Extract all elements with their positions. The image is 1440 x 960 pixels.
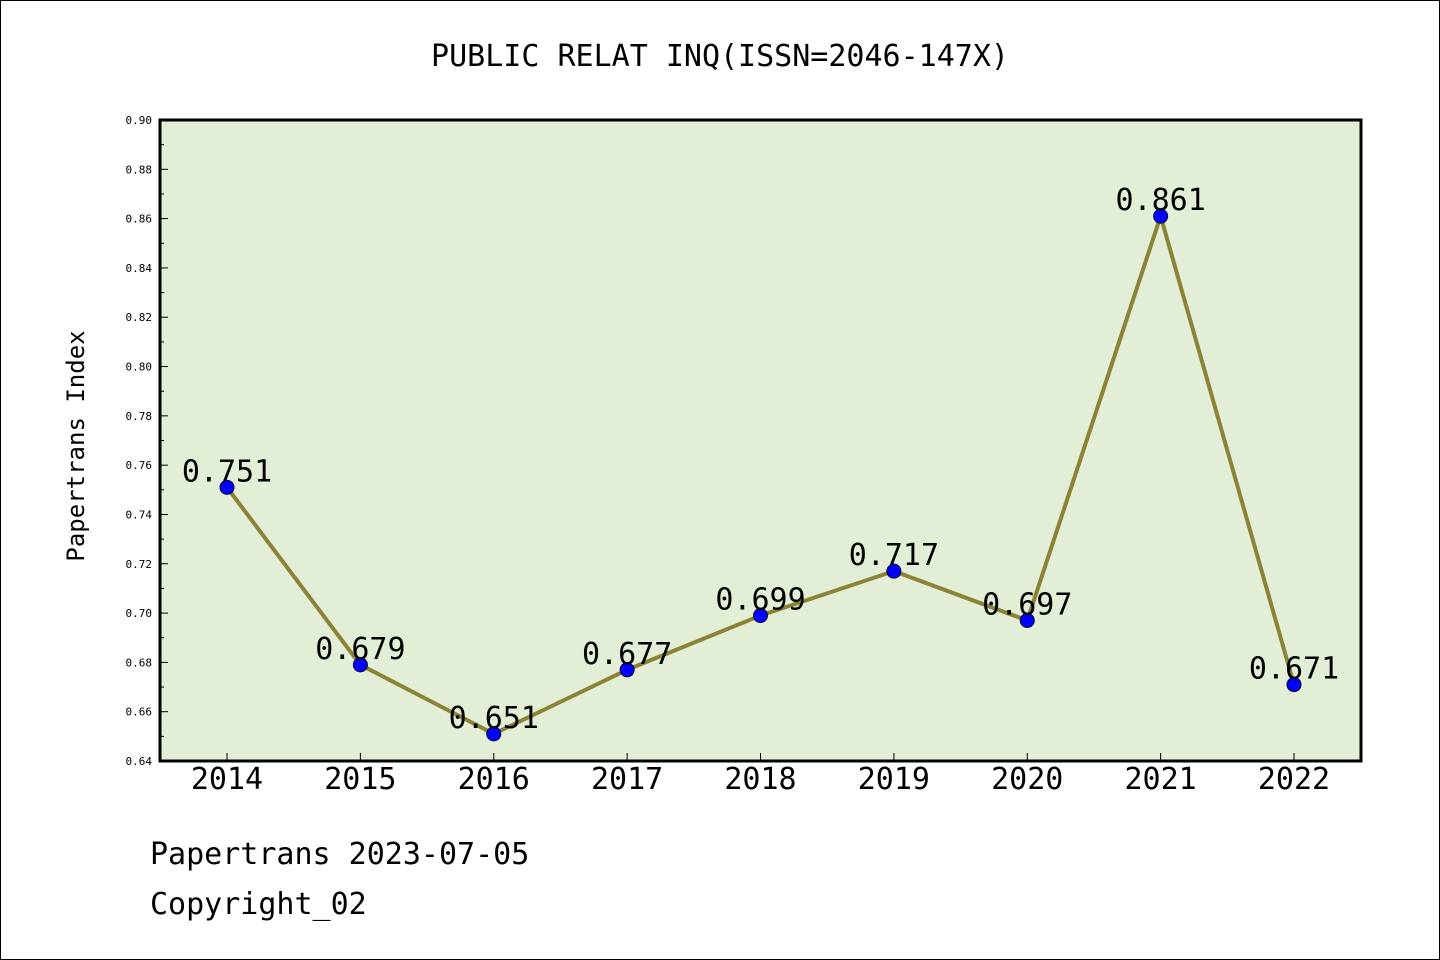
data-point-marker (753, 608, 768, 624)
footer-copyright: Copyright_02 (150, 887, 367, 922)
data-value-label: 0.677 (582, 637, 672, 672)
x-tick-label: 2022 (1258, 762, 1330, 797)
y-axis-label: Papertrans Index (62, 330, 90, 561)
data-value-label: 0.699 (715, 583, 805, 618)
y-tick-label: 0.76 (126, 459, 153, 472)
data-point-marker (886, 563, 902, 579)
data-value-label: 0.751 (182, 454, 272, 489)
y-tick-label: 0.82 (126, 311, 153, 324)
x-tick-label: 2017 (591, 762, 663, 797)
data-value-label: 0.651 (449, 701, 539, 736)
y-tick-label: 0.84 (126, 262, 153, 275)
y-tick-label: 0.78 (126, 410, 153, 423)
x-tick-label: 2014 (191, 762, 263, 797)
series-line (219, 208, 1302, 742)
data-value-label: 0.717 (849, 538, 939, 573)
y-axis: 0.64 0.66 0.68 0.70 0.72 0.74 0.76 0.78 0.80 0.82… (126, 114, 168, 768)
y-tick-label: 0.88 (126, 163, 153, 176)
plot-area (158, 118, 1363, 763)
x-tick-label: 2020 (991, 762, 1063, 797)
x-tick-label: 2019 (858, 762, 930, 797)
y-tick-label: 0.80 (126, 361, 153, 374)
y-tick-label: 0.74 (126, 508, 153, 521)
data-labels: 0.751 0.679 0.651 0.677 0.699 0.717 0.697 0.861… (182, 183, 1339, 736)
x-tick-label: 2015 (324, 762, 396, 797)
chart-title: PUBLIC RELAT INQ(ISSN=2046-147X) (431, 39, 1009, 74)
data-value-label: 0.671 (1249, 652, 1339, 687)
y-tick-label: 0.90 (126, 114, 153, 127)
data-point-marker (619, 662, 635, 678)
x-tick-label: 2016 (458, 762, 530, 797)
data-value-label: 0.697 (982, 587, 1072, 622)
y-tick-label: 0.66 (126, 706, 153, 719)
data-point-marker (486, 726, 502, 742)
y-tick-label: 0.64 (126, 755, 153, 768)
x-tick-label: 2018 (724, 762, 796, 797)
x-axis: 2014 2015 2016 2017 2018 2019 2020 2021 2022 (191, 753, 1330, 797)
y-tick-label: 0.72 (126, 558, 153, 571)
data-value-label: 0.679 (315, 632, 405, 667)
x-tick-label: 2021 (1125, 762, 1197, 797)
data-point-marker (1153, 208, 1169, 224)
y-tick-label: 0.68 (126, 656, 153, 669)
data-point-marker (352, 657, 368, 673)
footer-date: Papertrans 2023-07-05 (150, 837, 529, 872)
data-point-marker (1286, 677, 1302, 693)
data-point-marker (219, 479, 235, 495)
data-value-label: 0.861 (1115, 183, 1205, 218)
y-tick-label: 0.70 (126, 607, 153, 620)
y-tick-label: 0.86 (126, 213, 153, 226)
data-point-marker (1019, 612, 1035, 628)
